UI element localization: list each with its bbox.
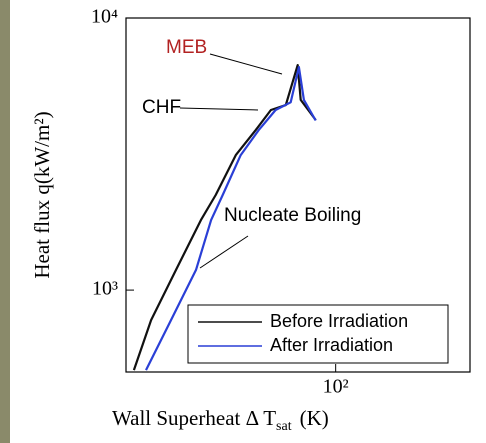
legend: Before Irradiation After Irradiation xyxy=(187,304,449,364)
x-axis-label: Wall Superheat Δ Tsat (K) xyxy=(112,406,329,434)
legend-box xyxy=(187,304,449,364)
x-axis-label-sub: sat xyxy=(276,419,292,434)
y-tick-label: 10³ xyxy=(92,278,118,300)
y-tick-label: 10⁴ xyxy=(91,6,118,28)
legend-label: Before Irradiation xyxy=(270,311,408,331)
data-line xyxy=(145,65,317,371)
photo-edge xyxy=(0,0,10,443)
x-tick-label: 10² xyxy=(323,376,349,398)
legend-label: After Irradiation xyxy=(270,335,393,355)
leader-line xyxy=(209,53,283,75)
annotation: Nucleate Boiling xyxy=(224,205,361,226)
leader-line xyxy=(179,107,259,111)
x-axis-label-unit: (K) xyxy=(300,406,329,430)
plot-frame xyxy=(125,17,471,373)
y-axis-label: Heat flux q(kW/m²) xyxy=(30,111,54,278)
annotation: CHF xyxy=(142,97,181,118)
leader-line xyxy=(199,235,249,269)
annotation: MEB xyxy=(166,37,207,58)
x-axis-label-main: Wall Superheat Δ T xyxy=(112,406,276,430)
